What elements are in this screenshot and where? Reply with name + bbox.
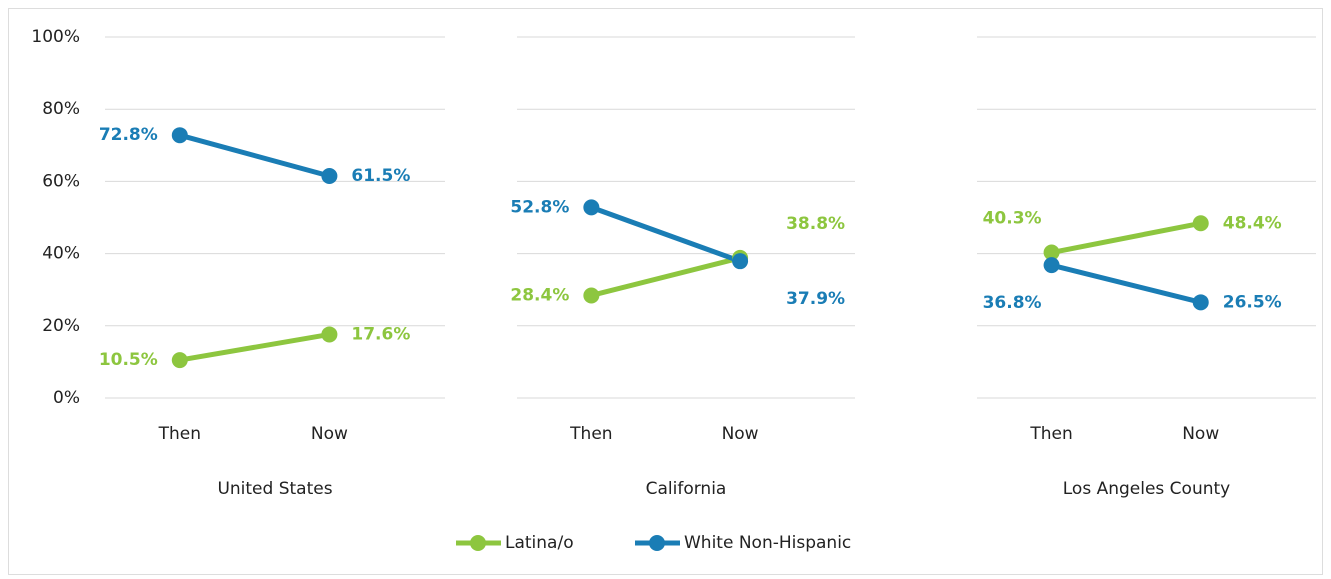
series-line — [179, 132, 331, 179]
chart-frame — [8, 8, 1323, 575]
y-tick-label: 100% — [31, 27, 80, 47]
value-label: 72.8% — [99, 125, 158, 145]
y-tick-label: 20% — [42, 316, 80, 336]
data-point — [583, 199, 600, 216]
data-point — [1192, 215, 1209, 232]
data-point — [583, 287, 600, 304]
value-label: 38.8% — [786, 214, 845, 234]
panel-title: United States — [217, 479, 332, 499]
x-tick-label: Then — [569, 424, 612, 444]
data-point — [321, 167, 338, 184]
value-label: 36.8% — [983, 293, 1042, 313]
series-line — [1051, 220, 1202, 255]
x-tick-label: Now — [722, 424, 759, 444]
data-point — [171, 127, 188, 144]
panel-title: California — [646, 479, 727, 499]
value-label: 52.8% — [510, 197, 569, 217]
value-label: 61.5% — [351, 166, 410, 186]
data-point — [1192, 294, 1209, 311]
legend-label: White Non-Hispanic — [684, 533, 851, 553]
data-point — [171, 352, 188, 369]
legend-marker — [470, 535, 486, 551]
legend-label: Latina/o — [505, 533, 574, 553]
value-label: 40.3% — [983, 209, 1042, 229]
data-point — [1043, 244, 1060, 261]
y-tick-label: 60% — [42, 171, 80, 191]
data-point — [1043, 257, 1060, 274]
data-point — [732, 253, 749, 270]
value-label: 17.6% — [351, 324, 410, 344]
y-tick-label: 80% — [42, 99, 80, 119]
y-tick-label: 0% — [53, 388, 80, 408]
x-tick-label: Then — [1029, 424, 1072, 444]
value-label: 48.4% — [1223, 213, 1282, 233]
value-label: 37.9% — [786, 289, 845, 309]
series-line — [179, 331, 330, 363]
series-line — [590, 205, 741, 264]
value-label: 28.4% — [510, 285, 569, 305]
data-point — [321, 326, 338, 343]
y-tick-label: 40% — [42, 244, 80, 264]
series-line — [590, 255, 741, 298]
legend-marker — [649, 535, 665, 551]
x-tick-label: Now — [1182, 424, 1219, 444]
panel-title: Los Angeles County — [1063, 479, 1230, 499]
x-tick-label: Then — [158, 424, 201, 444]
value-label: 26.5% — [1223, 292, 1282, 312]
series-line — [1050, 262, 1202, 305]
x-tick-label: Now — [311, 424, 348, 444]
value-label: 10.5% — [99, 350, 158, 370]
